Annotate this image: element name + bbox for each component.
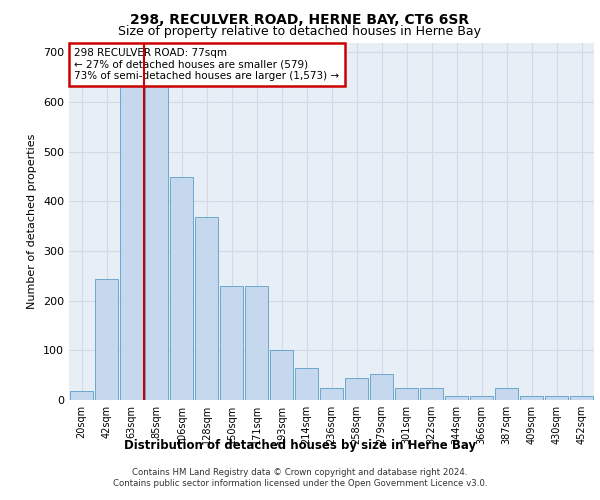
Text: Size of property relative to detached houses in Herne Bay: Size of property relative to detached ho… bbox=[119, 25, 482, 38]
Bar bbox=[70, 391, 94, 400]
Bar bbox=[269, 350, 293, 400]
Bar bbox=[520, 396, 544, 400]
Text: Distribution of detached houses by size in Herne Bay: Distribution of detached houses by size … bbox=[124, 440, 476, 452]
Bar bbox=[194, 218, 218, 400]
Bar bbox=[220, 286, 244, 400]
Bar bbox=[295, 368, 319, 400]
Y-axis label: Number of detached properties: Number of detached properties bbox=[28, 134, 37, 309]
Bar bbox=[344, 378, 368, 400]
Text: 298 RECULVER ROAD: 77sqm
← 27% of detached houses are smaller (579)
73% of semi-: 298 RECULVER ROAD: 77sqm ← 27% of detach… bbox=[74, 48, 340, 81]
Bar bbox=[445, 396, 469, 400]
Bar bbox=[245, 286, 268, 400]
Bar bbox=[494, 388, 518, 400]
Bar bbox=[395, 388, 418, 400]
Bar bbox=[569, 396, 593, 400]
Bar bbox=[95, 280, 118, 400]
Bar bbox=[145, 80, 169, 400]
Bar bbox=[320, 388, 343, 400]
Bar bbox=[470, 396, 493, 400]
Bar bbox=[170, 176, 193, 400]
Text: 298, RECULVER ROAD, HERNE BAY, CT6 6SR: 298, RECULVER ROAD, HERNE BAY, CT6 6SR bbox=[130, 12, 470, 26]
Bar bbox=[419, 388, 443, 400]
Bar bbox=[545, 396, 568, 400]
Text: Contains HM Land Registry data © Crown copyright and database right 2024.
Contai: Contains HM Land Registry data © Crown c… bbox=[113, 468, 487, 487]
Bar bbox=[370, 374, 394, 400]
Bar bbox=[119, 80, 143, 400]
